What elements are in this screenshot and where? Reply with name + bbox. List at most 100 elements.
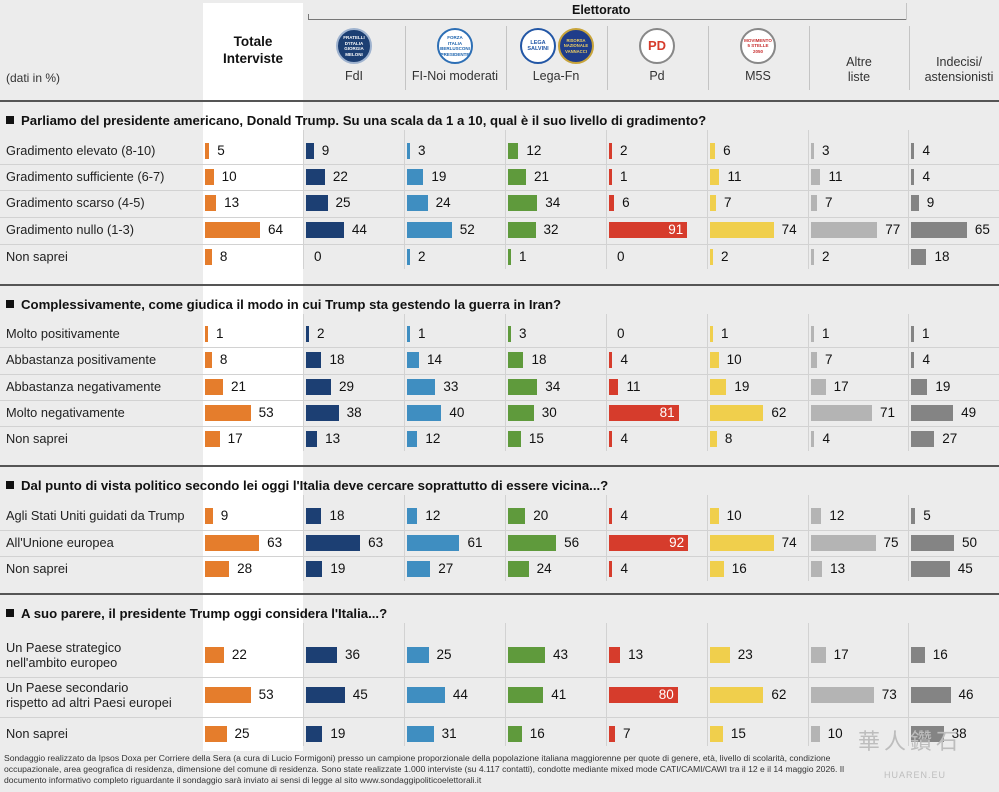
bar-total xyxy=(205,249,212,265)
value-label-indecisi: 19 xyxy=(935,379,951,394)
bar-m5s xyxy=(710,647,730,663)
value-label-m5s: 15 xyxy=(730,726,746,741)
rn-logo-text: VANNACCI xyxy=(565,48,587,54)
value-label-total: 53 xyxy=(258,405,274,420)
column-separator xyxy=(707,130,708,269)
bar-total xyxy=(205,687,251,703)
value-label-lega-fn: 30 xyxy=(541,405,557,420)
bar-fdi xyxy=(306,326,309,342)
value-label-altre-liste: 71 xyxy=(880,405,896,420)
value-label-altre-liste: 7 xyxy=(825,352,833,367)
value-label-lega-fn: 43 xyxy=(552,647,568,662)
bar-pd xyxy=(609,535,689,551)
column-separator xyxy=(606,495,607,581)
bar-lega-fn xyxy=(508,405,534,421)
value-label-fdi: 18 xyxy=(329,352,345,367)
bar-total xyxy=(205,143,210,159)
value-label-pd: 80 xyxy=(658,687,674,702)
value-label-fi-noi-moderati: 14 xyxy=(427,352,443,367)
rn-logo-text: RISORSA xyxy=(566,38,586,44)
column-separator xyxy=(707,623,708,746)
rn-logo-text: NAZIONALE xyxy=(563,43,589,49)
fdi-logo-text: FRATELLI xyxy=(343,35,365,40)
rn-logo: RISORSA NAZIONALE VANNACCI xyxy=(558,28,594,64)
bar-pd xyxy=(609,222,688,238)
bar-indecisi xyxy=(911,687,951,703)
bar-m5s xyxy=(710,687,764,703)
value-label-indecisi: 4 xyxy=(922,143,930,158)
bar-fi-noi-moderati xyxy=(407,143,410,159)
value-label-lega-fn: 16 xyxy=(529,726,545,741)
value-label-total: 8 xyxy=(219,249,228,264)
pd-logo: PD xyxy=(639,28,675,64)
value-label-altre-liste: 13 xyxy=(830,561,846,576)
bar-lega-fn xyxy=(508,687,544,703)
column-separator xyxy=(505,314,506,451)
value-label-indecisi: 38 xyxy=(951,726,967,741)
row-separator xyxy=(0,717,999,718)
row-separator xyxy=(0,677,999,678)
value-label-pd: 4 xyxy=(620,561,628,576)
value-label-pd: 0 xyxy=(617,249,625,264)
value-label-lega-fn: 56 xyxy=(564,535,580,550)
bar-total xyxy=(205,326,208,342)
m5s-logo-text: 5 STELLE xyxy=(747,43,769,49)
bar-fdi xyxy=(306,647,337,663)
value-label-fi-noi-moderati: 24 xyxy=(435,195,451,210)
bar-fdi xyxy=(306,352,322,368)
fi-logo-text: PRESIDENTE xyxy=(440,51,470,57)
bar-m5s xyxy=(710,249,713,265)
value-label-m5s: 23 xyxy=(737,647,753,662)
value-label-m5s: 1 xyxy=(721,326,729,341)
bar-lega-fn xyxy=(508,249,511,265)
bar-fdi xyxy=(306,535,361,551)
electorate-line xyxy=(308,19,906,20)
column-header-lega-fn: Lega-Fn xyxy=(532,69,580,83)
value-label-pd: 11 xyxy=(626,379,641,394)
value-label-m5s: 10 xyxy=(726,508,742,523)
bar-fdi xyxy=(306,169,325,185)
question-bullet-icon xyxy=(6,300,14,308)
value-label-lega-fn: 34 xyxy=(545,195,561,210)
value-label-pd: 2 xyxy=(620,143,628,158)
bar-indecisi xyxy=(911,535,954,551)
value-label-m5s: 10 xyxy=(726,352,742,367)
row-label: Un Paese secondario rispetto ad altri Pa… xyxy=(6,680,172,710)
row-label: Non saprei xyxy=(6,726,68,741)
bar-total xyxy=(205,222,261,238)
value-label-indecisi: 16 xyxy=(932,647,948,662)
question-divider-2 xyxy=(0,284,999,286)
bar-fi-noi-moderati xyxy=(407,647,429,663)
bar-indecisi xyxy=(911,431,935,447)
value-label-m5s: 74 xyxy=(781,222,797,237)
column-separator xyxy=(908,495,909,581)
value-label-pd: 0 xyxy=(617,326,625,341)
bar-fdi xyxy=(306,687,345,703)
value-label-m5s: 19 xyxy=(734,379,750,394)
bar-altre-liste xyxy=(811,352,818,368)
column-separator xyxy=(606,130,607,269)
fdi-logo-text: D'ITALIA xyxy=(344,40,364,46)
bar-indecisi xyxy=(911,561,950,577)
m5s-logo: MOVIMENTO 5 STELLE 2050 xyxy=(740,28,776,64)
value-label-indecisi: 4 xyxy=(922,352,930,367)
bar-lega-fn xyxy=(508,169,527,185)
lega-logo-text: LEGA xyxy=(530,39,546,46)
question-title-text: A suo parere, il presidente Trump oggi c… xyxy=(21,606,388,621)
value-label-fdi: 22 xyxy=(332,169,348,184)
value-label-lega-fn: 21 xyxy=(534,169,550,184)
row-label: Molto positivamente xyxy=(6,326,120,341)
bar-indecisi xyxy=(911,222,967,238)
header-separator-4 xyxy=(809,26,810,90)
electorate-label: Elettorato xyxy=(572,3,631,17)
value-label-lega-fn: 32 xyxy=(543,222,559,237)
bar-altre-liste xyxy=(811,431,815,447)
value-label-m5s: 7 xyxy=(724,195,732,210)
bar-m5s xyxy=(710,405,764,421)
value-label-fi-noi-moderati: 1 xyxy=(418,326,426,341)
bar-indecisi xyxy=(911,169,915,185)
value-label-indecisi: 4 xyxy=(922,169,930,184)
bar-pd xyxy=(609,143,612,159)
value-label-total: 13 xyxy=(224,195,240,210)
